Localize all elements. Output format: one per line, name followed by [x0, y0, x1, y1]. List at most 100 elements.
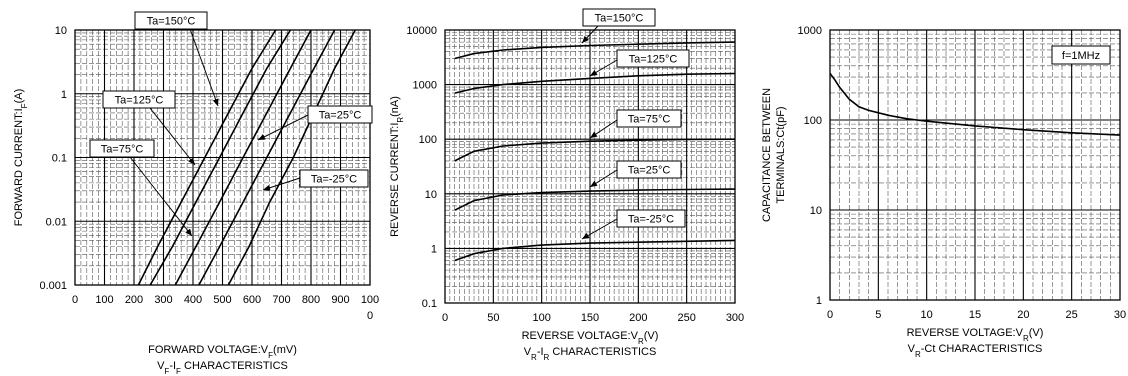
annotation-box — [582, 8, 656, 27]
x-tick-label: 10 — [921, 309, 933, 321]
chart-caption-subscript: R — [915, 350, 921, 359]
annotation-label: Ta=125°C — [115, 95, 164, 107]
chart-caption-part: V — [908, 343, 916, 355]
y-axis-label-subscript: F — [20, 103, 29, 108]
annotation-label: Ta=25°C — [628, 165, 671, 177]
chart-caption-part: CHARACTERISTICS — [181, 360, 288, 372]
y-tick-label: 10 — [425, 189, 437, 201]
x-tick-label: 700 — [272, 294, 290, 306]
annotation-arrowhead — [258, 134, 266, 140]
y-axis-label: TERMINALS:Ct(pF) — [775, 106, 787, 203]
chart-caption-part: -I — [537, 346, 544, 358]
x-tick-label: 15 — [969, 309, 981, 321]
annotation-1: Ta=150°C — [581, 8, 656, 44]
annotation-arrowhead — [582, 35, 589, 43]
chart-caption-part: -I — [169, 360, 176, 372]
series-line-5 — [454, 239, 736, 262]
chart-caption-part: -Ct — [921, 343, 936, 355]
y-tick-label: 1 — [61, 89, 67, 101]
x-axis-label-part: FORWARD VOLTAGE:V — [148, 344, 269, 356]
x-axis-label: FORWARD VOLTAGE:VF(mV) — [148, 344, 297, 360]
x-tick-label: 0 — [72, 294, 78, 306]
series-line-1 — [829, 72, 1121, 136]
x-tick-label: 100 — [361, 294, 379, 306]
x-tick-label: 20 — [1017, 309, 1029, 321]
annotation-5: Ta=-25°C — [581, 209, 686, 240]
series-line-1 — [137, 29, 277, 286]
frequency-note-box — [1051, 45, 1111, 65]
chart-caption-subscript: R — [531, 353, 537, 362]
x-tick-label: 50 — [487, 312, 499, 324]
annotation-box — [616, 109, 682, 128]
y-tick-label: 100 — [419, 134, 437, 146]
y-tick-label: 0.01 — [46, 216, 67, 228]
y-axis-label: FORWARD CURRENT:IF(A) — [13, 89, 29, 227]
annotation-label: Ta=150°C — [147, 16, 196, 28]
x-tick-label: 200 — [125, 294, 143, 306]
plot-frame — [74, 29, 371, 286]
x-axis-label-part: (V) — [644, 330, 659, 342]
annotation-box — [102, 90, 176, 109]
annotation-label: Ta=-25°C — [311, 174, 357, 186]
x-axis-label-part: (mV) — [273, 344, 297, 356]
annotation-arrow-line — [257, 114, 309, 141]
y-axis-label-subscript: R — [396, 117, 405, 123]
x-tick-label: 150 — [581, 312, 599, 324]
annotation-arrow-line — [149, 107, 196, 166]
chart-caption-part: V — [524, 346, 532, 358]
annotation-5: Ta=-25°C — [262, 169, 369, 191]
annotation-label: Ta=-25°C — [628, 214, 674, 226]
series-line-5 — [227, 29, 357, 286]
x-tick-label: 30 — [1114, 309, 1126, 321]
x-axis-label-part: REVERSE VOLTAGE:V — [907, 327, 1024, 339]
x-axis-label-part: (V) — [1029, 327, 1044, 339]
y-axis-label-part: (nA) — [389, 96, 401, 117]
plot-frame — [444, 29, 736, 304]
chart-caption: VR-IR CHARACTERISTICS — [524, 346, 657, 362]
series-line-1 — [454, 41, 736, 60]
y-tick-label: 0.1 — [52, 153, 67, 165]
annotation-arrowhead — [263, 184, 271, 191]
y-tick-label: 10 — [810, 205, 822, 217]
series-line-4 — [198, 29, 336, 286]
x-tick-label: 600 — [243, 294, 261, 306]
y-axis-label-part: FORWARD CURRENT:I — [13, 108, 25, 226]
y-tick-label: 0.1 — [422, 298, 437, 310]
annotation-2: Ta=125°C — [589, 49, 690, 77]
annotation-arrow-line — [189, 28, 219, 107]
x-axis-label-subscript: R — [638, 337, 644, 346]
annotation-label: Ta=75°C — [101, 144, 144, 156]
x-tick-label: 200 — [629, 312, 647, 324]
annotation-label: Ta=150°C — [595, 13, 644, 25]
x-tick-label: 100 — [532, 312, 550, 324]
x-tick-label: 0 — [442, 312, 448, 324]
x-tick-label: 800 — [302, 294, 320, 306]
x-tick-label: 250 — [677, 312, 695, 324]
annotation-box — [299, 169, 369, 188]
series-line-3 — [174, 29, 312, 286]
x-axis-label-part: REVERSE VOLTAGE:V — [522, 330, 639, 342]
chart-1: 0 100 200 300 400 500 600 700 800 900 10000.0010.0… — [13, 11, 379, 376]
annotation-arrowhead — [590, 180, 598, 187]
annotation-arrow-line — [129, 156, 193, 237]
y-tick-label: 1000 — [413, 80, 437, 92]
frequency-note: f=1MHz — [1051, 45, 1111, 65]
y-tick-label: 100 — [804, 115, 822, 127]
chart-2: 0 50 100 150 200 250 300 0.1 1 10 100 1000 10000 REVE… — [389, 8, 744, 362]
y-axis-label: REVERSE CURRENT:IR(nA) — [389, 96, 405, 237]
annotation-4: Ta=25°C — [257, 105, 373, 141]
x-tick-label: 0 — [367, 310, 373, 322]
annotation-2: Ta=125°C — [102, 90, 196, 166]
annotation-arrowhead — [212, 98, 219, 106]
y-tick-label: 1 — [431, 243, 437, 255]
annotation-arrowhead — [582, 232, 590, 239]
y-axis-label-part: REVERSE CURRENT:I — [389, 123, 401, 237]
chart-caption: VR-Ct CHARACTERISTICS — [908, 343, 1043, 359]
chart-caption-part: CHARACTERISTICS — [549, 346, 656, 358]
x-tick-label: 0 — [827, 309, 833, 321]
annotation-box — [134, 11, 208, 30]
chart-caption: VF-IF CHARACTERISTICS — [157, 360, 288, 376]
annotation-box — [616, 209, 686, 228]
